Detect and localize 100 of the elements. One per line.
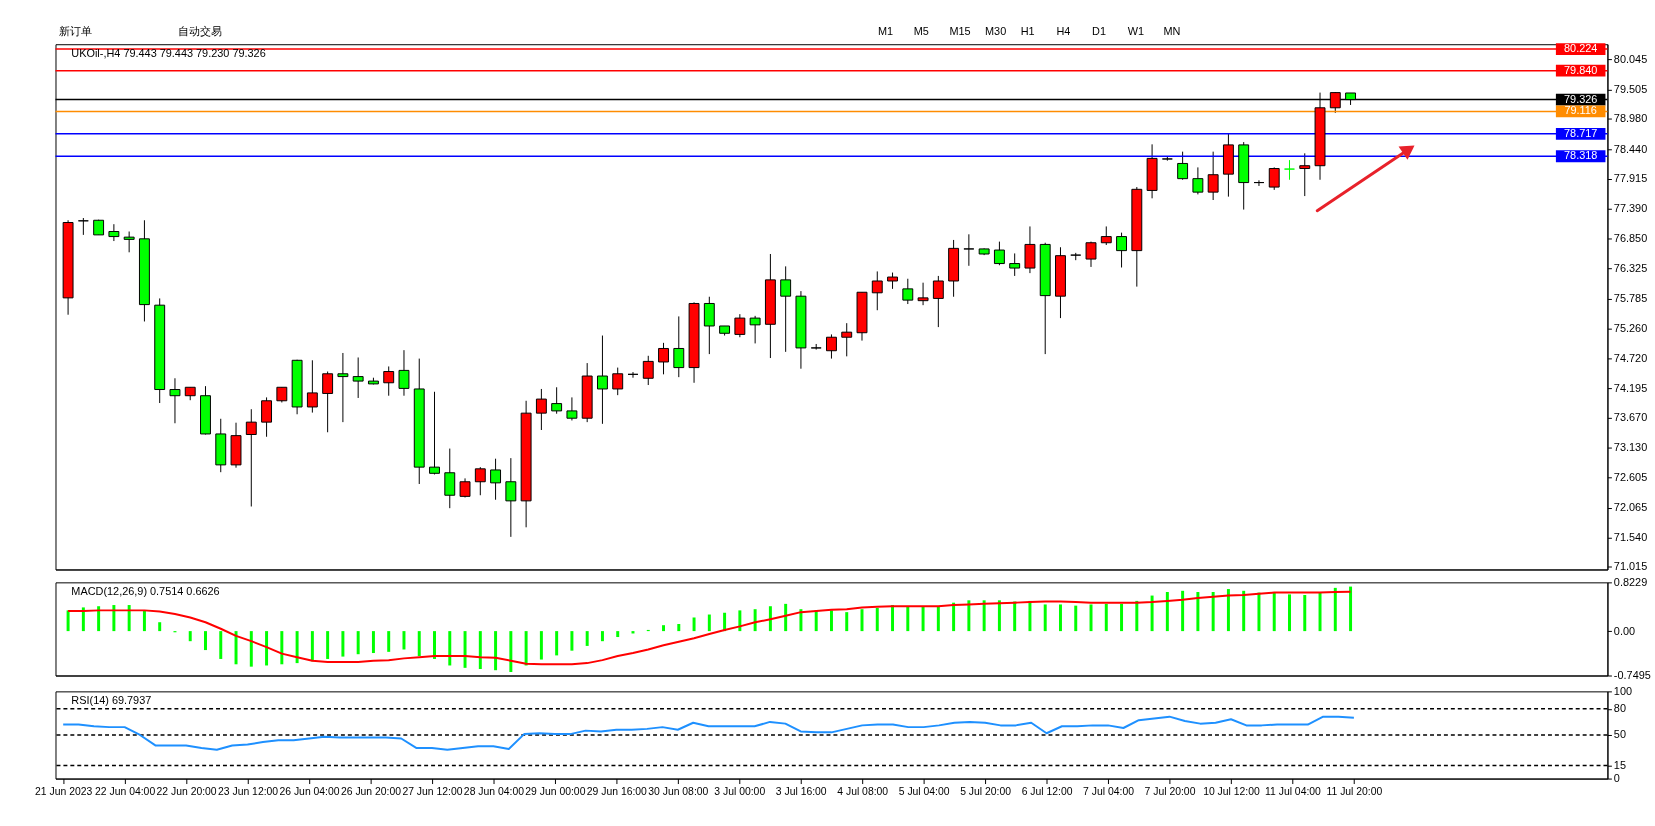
y-tick-label: 74.195	[1613, 381, 1648, 394]
y-tick-label: 72.605	[1613, 471, 1648, 483]
candlestick	[1100, 225, 1112, 246]
candlestick	[337, 352, 349, 423]
candlestick	[1284, 159, 1295, 181]
x-tick-label: 6 Jul 12:00	[1021, 785, 1073, 797]
candlestick	[551, 386, 563, 415]
bar	[1120, 603, 1124, 632]
ref-line-label: 79.116	[1564, 104, 1597, 117]
bar	[204, 631, 207, 651]
bar	[249, 631, 253, 667]
y-tick-label: 73.670	[1613, 411, 1648, 424]
bar	[1257, 592, 1261, 632]
bar	[1288, 594, 1291, 632]
text: M15	[949, 25, 971, 38]
y-tick-label: 74.720	[1613, 352, 1648, 365]
bar	[1196, 592, 1200, 632]
candlestick	[352, 356, 364, 399]
y-tick-label: 75.260	[1613, 321, 1648, 334]
bar	[478, 631, 482, 670]
bar	[234, 631, 238, 665]
candlestick	[108, 223, 120, 242]
candlestick	[826, 333, 837, 360]
text: H4	[1056, 25, 1071, 38]
bar	[1043, 604, 1047, 632]
y-tick-label: 0.00	[1613, 624, 1636, 637]
x-tick-label: 22 Jun 20:00	[156, 785, 217, 797]
x-tick-label: 29 Jun 16:00	[586, 785, 648, 797]
bar	[1181, 590, 1185, 632]
candlestick	[642, 355, 654, 386]
ref-line-label: 79.326	[1564, 92, 1598, 105]
bar	[677, 624, 681, 632]
candlestick	[77, 217, 89, 236]
candlestick	[673, 315, 685, 378]
y-tick-label: 72.065	[1613, 501, 1648, 514]
bar	[616, 631, 620, 638]
bar	[570, 631, 574, 651]
y-tick-label: 80.045	[1613, 52, 1648, 65]
candlestick	[566, 396, 578, 421]
bar	[127, 605, 131, 632]
bar	[662, 625, 666, 632]
bar	[585, 631, 589, 646]
candlestick	[917, 282, 929, 306]
bar	[539, 631, 543, 660]
bar	[1013, 601, 1017, 632]
line-series	[62, 715, 1355, 751]
candlestick	[612, 367, 624, 396]
text: H1	[1020, 25, 1035, 38]
y-tick-label: 73.130	[1613, 441, 1648, 454]
bar	[1349, 586, 1353, 632]
y-tick-label: 100	[1613, 684, 1633, 697]
bar	[1226, 589, 1230, 632]
candlestick	[306, 359, 318, 414]
x-tick-label: 27 Jun 12:00	[402, 785, 463, 797]
x-tick-label: 26 Jun 04:00	[279, 785, 340, 797]
bar	[402, 631, 406, 650]
bar	[1318, 592, 1322, 632]
bar	[738, 610, 742, 632]
bar	[158, 622, 162, 632]
candlestick	[963, 233, 975, 267]
x-tick-label: 26 Jun 20:00	[340, 785, 402, 797]
bar	[509, 631, 513, 672]
ref-line-label: 78.318	[1564, 149, 1598, 162]
bar	[707, 614, 711, 632]
bar	[295, 631, 299, 664]
x-tick-label: 30 Jun 08:00	[648, 785, 709, 797]
candlestick	[1009, 252, 1021, 277]
bar	[371, 631, 375, 654]
bar	[417, 631, 421, 656]
text: MN	[1163, 25, 1181, 38]
ref-line-label: 80.224	[1564, 42, 1598, 55]
bar	[433, 631, 436, 659]
candlestick	[245, 408, 257, 507]
bar	[997, 600, 1001, 632]
bar	[265, 631, 269, 666]
y-tick-label: 80	[1613, 702, 1626, 715]
candlestick	[398, 349, 410, 397]
x-tick-label: 11 Jul 20:00	[1326, 785, 1383, 797]
bar	[1074, 605, 1078, 632]
chart-title: RSI(14) 69.7937	[71, 694, 152, 707]
y-tick-label: 76.850	[1613, 232, 1648, 245]
candlestick	[1024, 225, 1036, 274]
candlestick	[1192, 166, 1204, 195]
bar	[387, 631, 391, 652]
bar	[1303, 594, 1307, 632]
bar	[81, 607, 85, 632]
y-tick-label: 0.8229	[1613, 575, 1648, 588]
x-tick-label: 21 Jun 2023	[35, 785, 93, 797]
y-tick-label: 77.915	[1613, 172, 1648, 185]
bar	[906, 606, 910, 632]
bar	[982, 600, 986, 632]
text: M5	[913, 25, 929, 38]
x-tick-label: 3 Jul 16:00	[775, 785, 827, 797]
candlestick	[444, 448, 456, 509]
candlestick	[658, 342, 669, 375]
candlestick	[429, 391, 440, 475]
bar	[952, 602, 956, 632]
bar	[1165, 592, 1169, 632]
bar	[875, 608, 879, 632]
candlestick	[1299, 152, 1311, 197]
